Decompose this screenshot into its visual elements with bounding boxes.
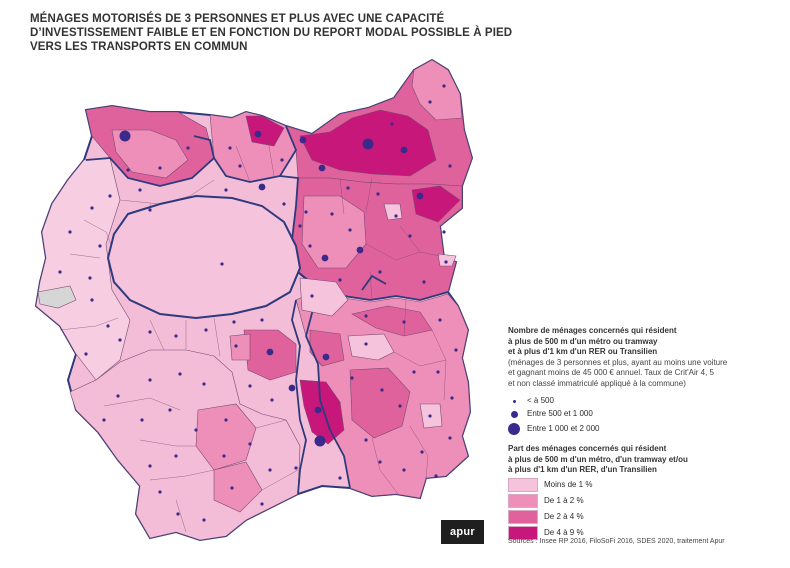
zone-saint-denis-dark: [245, 115, 285, 147]
title-line: VERS LES TRANSPORTS EN COMMUN: [30, 41, 248, 53]
zone-west: [35, 157, 131, 381]
count-dot-medium: [318, 164, 326, 172]
share-legend-label: De 1 à 2 %: [544, 495, 584, 505]
legend-note-line: et non classé immatriculé appliqué à la …: [508, 378, 686, 388]
choropleth-map: [34, 58, 474, 542]
count-dot-medium: [258, 183, 266, 191]
zone-east-pale2: [437, 253, 457, 267]
share-legend-item: Moins de 1 %: [508, 478, 592, 492]
count-legend-note: (ménages de 3 personnes et plus, ayant a…: [508, 358, 778, 390]
zone-bois-vincennes: [299, 277, 349, 317]
count-legend-label: < à 500: [527, 395, 554, 405]
share-legend-item: De 4 à 9 %: [508, 526, 584, 540]
count-legend-medium: Entre 500 et 1 000: [508, 407, 593, 421]
apur-logo: apur: [441, 520, 484, 544]
share-legend-label: De 4 à 9 %: [544, 527, 584, 537]
legend-title-line: à plus de 500 m d'un métro, d'un tramway…: [508, 454, 688, 464]
legend-swatch: [508, 478, 538, 492]
legend-note-line: et gagnant moins de 45 000 € annuel. Tau…: [508, 368, 714, 377]
legend-note-line: (ménages de 3 personnes et plus, ayant a…: [508, 357, 728, 367]
share-legend-label: Moins de 1 %: [544, 479, 593, 489]
count-dot-medium: [266, 348, 274, 356]
count-dot-medium: [254, 130, 262, 138]
zone-north-west-inner: [111, 129, 189, 179]
count-dot-medium: [299, 136, 307, 144]
commune-boundaries: [59, 139, 447, 533]
map-title: MÉNAGES MOTORISÉS DE 3 PERSONNES ET PLUS…: [30, 12, 513, 54]
small-dot-icon: [513, 399, 516, 403]
legend-title-line: et à plus d'1 km d'un RER ou Transilien: [508, 347, 658, 356]
title-line: D’INVESTISSEMENT FAIBLE ET EN FONCTION D…: [30, 27, 513, 39]
share-legend-label: De 2 à 4 %: [544, 511, 584, 521]
share-legend-item: De 2 à 4 %: [508, 510, 584, 524]
count-dot-medium: [314, 406, 322, 414]
legend-swatch: [508, 526, 538, 540]
title-line: MÉNAGES MOTORISÉS DE 3 PERSONNES ET PLUS…: [30, 13, 445, 25]
count-dot-medium: [356, 246, 364, 254]
count-dot-large: [314, 435, 326, 447]
medium-dot-icon: [511, 410, 518, 418]
household-count-dots-small: [58, 84, 458, 522]
count-dot-medium: [322, 353, 330, 361]
count-legend-large: Entre 1 000 et 2 000: [508, 422, 600, 436]
count-legend-small: < à 500: [508, 394, 554, 408]
zone-south-east-mid: [349, 367, 411, 439]
count-dot-large: [362, 138, 374, 150]
count-legend-label: Entre 1 000 et 2 000: [527, 423, 600, 433]
zone-south-dark: [299, 379, 345, 445]
sources-text: Sources : Insee RP 2016, FiloSoFi 2016, …: [508, 538, 725, 545]
legend-swatch: [508, 510, 538, 524]
legend-swatch: [508, 494, 538, 508]
share-legend-title: Part des ménages concernés qui résident …: [508, 444, 688, 476]
legend-title-line: à plus d'1 km d'un RER, d'un Transilien: [508, 465, 657, 474]
zone-no-data: [37, 285, 77, 309]
zone-far-north-east: [411, 59, 463, 121]
large-dot-icon: [508, 423, 520, 435]
count-dot-medium: [400, 146, 408, 154]
map-legend: Nombre de ménages concernés qui résident…: [508, 326, 778, 540]
household-count-dots: [119, 130, 424, 447]
count-dot-medium: [416, 192, 424, 200]
zone-east-dark: [411, 185, 461, 223]
zone-south-west-mid3: [229, 333, 251, 361]
legend-title-line: à plus de 500 m d'un métro ou tramway: [508, 336, 658, 346]
count-dot-medium: [288, 384, 296, 392]
zone-south-west-mid2: [213, 461, 263, 513]
count-legend-title: Nombre de ménages concernés qui résident…: [508, 326, 778, 358]
count-legend-label: Entre 500 et 1 000: [527, 408, 593, 418]
share-legend-item: De 1 à 2 %: [508, 494, 584, 508]
paris-shape: [106, 194, 302, 320]
count-dot-large: [119, 130, 131, 142]
legend-title-line: Nombre de ménages concernés qui résident: [508, 326, 677, 335]
zone-south-east-pale: [347, 333, 395, 361]
zone-east-light: [301, 195, 367, 269]
legend-title-line: Part des ménages concernés qui résident: [508, 444, 667, 453]
zone-south-mid2: [309, 329, 345, 367]
count-dot-medium: [321, 254, 329, 262]
